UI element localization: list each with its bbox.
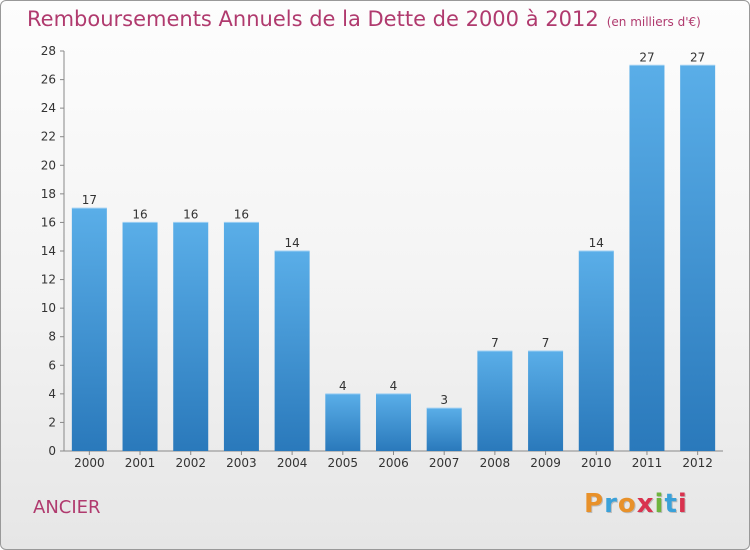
data-label: 16: [132, 207, 147, 221]
y-tick-label: 24: [41, 101, 56, 115]
bar: [274, 251, 310, 451]
x-tick-label: 2005: [328, 456, 359, 470]
data-label: 4: [339, 379, 347, 393]
x-tick-label: 2009: [530, 456, 561, 470]
y-tick-label: 14: [41, 244, 56, 258]
bar: [376, 393, 411, 451]
chart-title: Remboursements Annuels de la Dette de 20…: [27, 7, 701, 31]
y-tick-label: 28: [41, 44, 56, 58]
logo-letter: i: [677, 489, 688, 519]
y-tick-label: 10: [41, 301, 56, 315]
x-tick-label: 2000: [74, 456, 105, 470]
data-label: 16: [183, 207, 198, 221]
logo-letter: i: [654, 489, 665, 519]
data-label: 17: [82, 193, 97, 207]
y-tick-label: 26: [41, 73, 56, 87]
y-tick-label: 2: [48, 415, 56, 429]
bar: [223, 222, 259, 451]
logo-letter: x: [636, 489, 655, 519]
title-text: Remboursements Annuels de la Dette de 20…: [27, 7, 599, 31]
data-label: 3: [440, 393, 448, 407]
logo-letter: P: [584, 489, 605, 519]
x-tick-label: 2010: [581, 456, 612, 470]
bar: [680, 65, 716, 452]
proxiti-logo: Proxiti: [584, 489, 688, 519]
y-tick-label: 22: [41, 130, 56, 144]
bar: [325, 393, 361, 451]
data-label: 7: [542, 336, 550, 350]
logo-letter: o: [617, 489, 637, 519]
data-label: 14: [284, 236, 299, 250]
data-label: 7: [491, 336, 499, 350]
x-tick-label: 2004: [277, 456, 308, 470]
x-tick-label: 2007: [429, 456, 460, 470]
y-tick-label: 18: [41, 187, 56, 201]
y-tick-label: 12: [41, 273, 56, 287]
data-label: 4: [390, 379, 398, 393]
bar: [426, 408, 462, 451]
y-tick-label: 6: [48, 358, 56, 372]
x-tick-label: 2003: [226, 456, 257, 470]
bar: [578, 251, 614, 451]
bar: [477, 351, 513, 451]
data-label: 14: [589, 236, 604, 250]
commune-name: ANCIER: [33, 497, 101, 518]
bar: [629, 65, 665, 452]
x-tick-label: 2011: [632, 456, 663, 470]
bar: [528, 351, 564, 451]
y-tick-label: 20: [41, 158, 56, 172]
logo-letter: r: [604, 489, 618, 519]
bar: [71, 208, 107, 451]
x-tick-label: 2012: [682, 456, 713, 470]
x-tick-label: 2008: [480, 456, 511, 470]
logo-letter: t: [664, 489, 678, 519]
title-unit: (en milliers d'€): [606, 15, 701, 29]
y-tick-label: 0: [48, 444, 56, 458]
y-tick-label: 16: [41, 215, 56, 229]
x-tick-label: 2001: [125, 456, 156, 470]
data-label: 27: [639, 50, 654, 64]
data-label: 27: [690, 50, 705, 64]
x-tick-label: 2006: [378, 456, 409, 470]
y-tick-label: 4: [48, 387, 56, 401]
bar: [173, 222, 209, 451]
y-tick-label: 8: [48, 330, 56, 344]
bar: [122, 222, 158, 451]
data-label: 16: [234, 207, 249, 221]
x-tick-label: 2002: [175, 456, 206, 470]
